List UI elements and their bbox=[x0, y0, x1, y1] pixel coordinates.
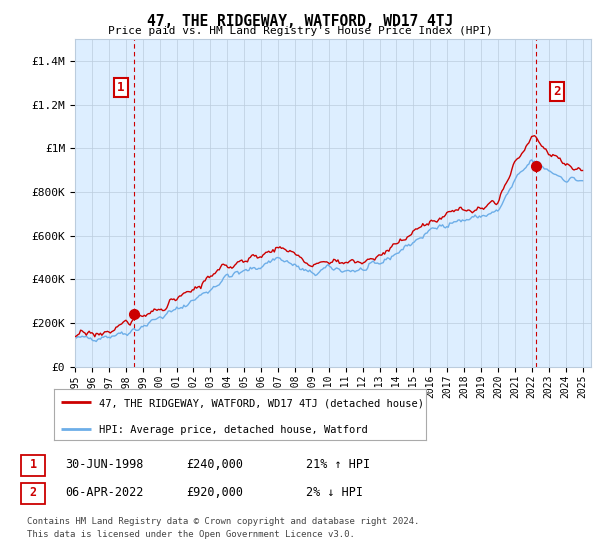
Text: HPI: Average price, detached house, Watford: HPI: Average price, detached house, Watf… bbox=[98, 424, 367, 435]
Text: Price paid vs. HM Land Registry's House Price Index (HPI): Price paid vs. HM Land Registry's House … bbox=[107, 26, 493, 36]
Text: 2: 2 bbox=[553, 85, 560, 98]
Text: 47, THE RIDGEWAY, WATFORD, WD17 4TJ: 47, THE RIDGEWAY, WATFORD, WD17 4TJ bbox=[147, 14, 453, 29]
Text: 2% ↓ HPI: 2% ↓ HPI bbox=[306, 486, 363, 500]
Text: 2: 2 bbox=[29, 486, 37, 500]
Text: 30-JUN-1998: 30-JUN-1998 bbox=[65, 458, 143, 472]
Text: 1: 1 bbox=[117, 81, 124, 94]
Text: 47, THE RIDGEWAY, WATFORD, WD17 4TJ (detached house): 47, THE RIDGEWAY, WATFORD, WD17 4TJ (det… bbox=[98, 398, 424, 408]
Text: £240,000: £240,000 bbox=[186, 458, 243, 472]
Text: 1: 1 bbox=[29, 458, 37, 472]
Text: This data is licensed under the Open Government Licence v3.0.: This data is licensed under the Open Gov… bbox=[27, 530, 355, 539]
Text: 06-APR-2022: 06-APR-2022 bbox=[65, 486, 143, 500]
Text: 21% ↑ HPI: 21% ↑ HPI bbox=[306, 458, 370, 472]
Text: £920,000: £920,000 bbox=[186, 486, 243, 500]
Text: Contains HM Land Registry data © Crown copyright and database right 2024.: Contains HM Land Registry data © Crown c… bbox=[27, 517, 419, 526]
